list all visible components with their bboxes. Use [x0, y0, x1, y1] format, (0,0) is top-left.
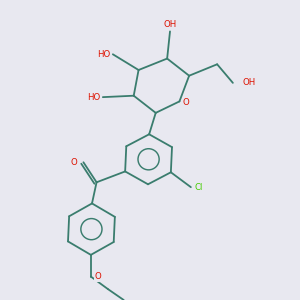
Text: O: O	[182, 98, 189, 107]
Text: OH: OH	[164, 20, 177, 29]
Text: O: O	[70, 158, 77, 167]
Text: Cl: Cl	[194, 183, 203, 192]
Text: O: O	[94, 272, 101, 281]
Text: OH: OH	[243, 78, 256, 87]
Text: HO: HO	[97, 50, 111, 59]
Text: HO: HO	[87, 93, 101, 102]
